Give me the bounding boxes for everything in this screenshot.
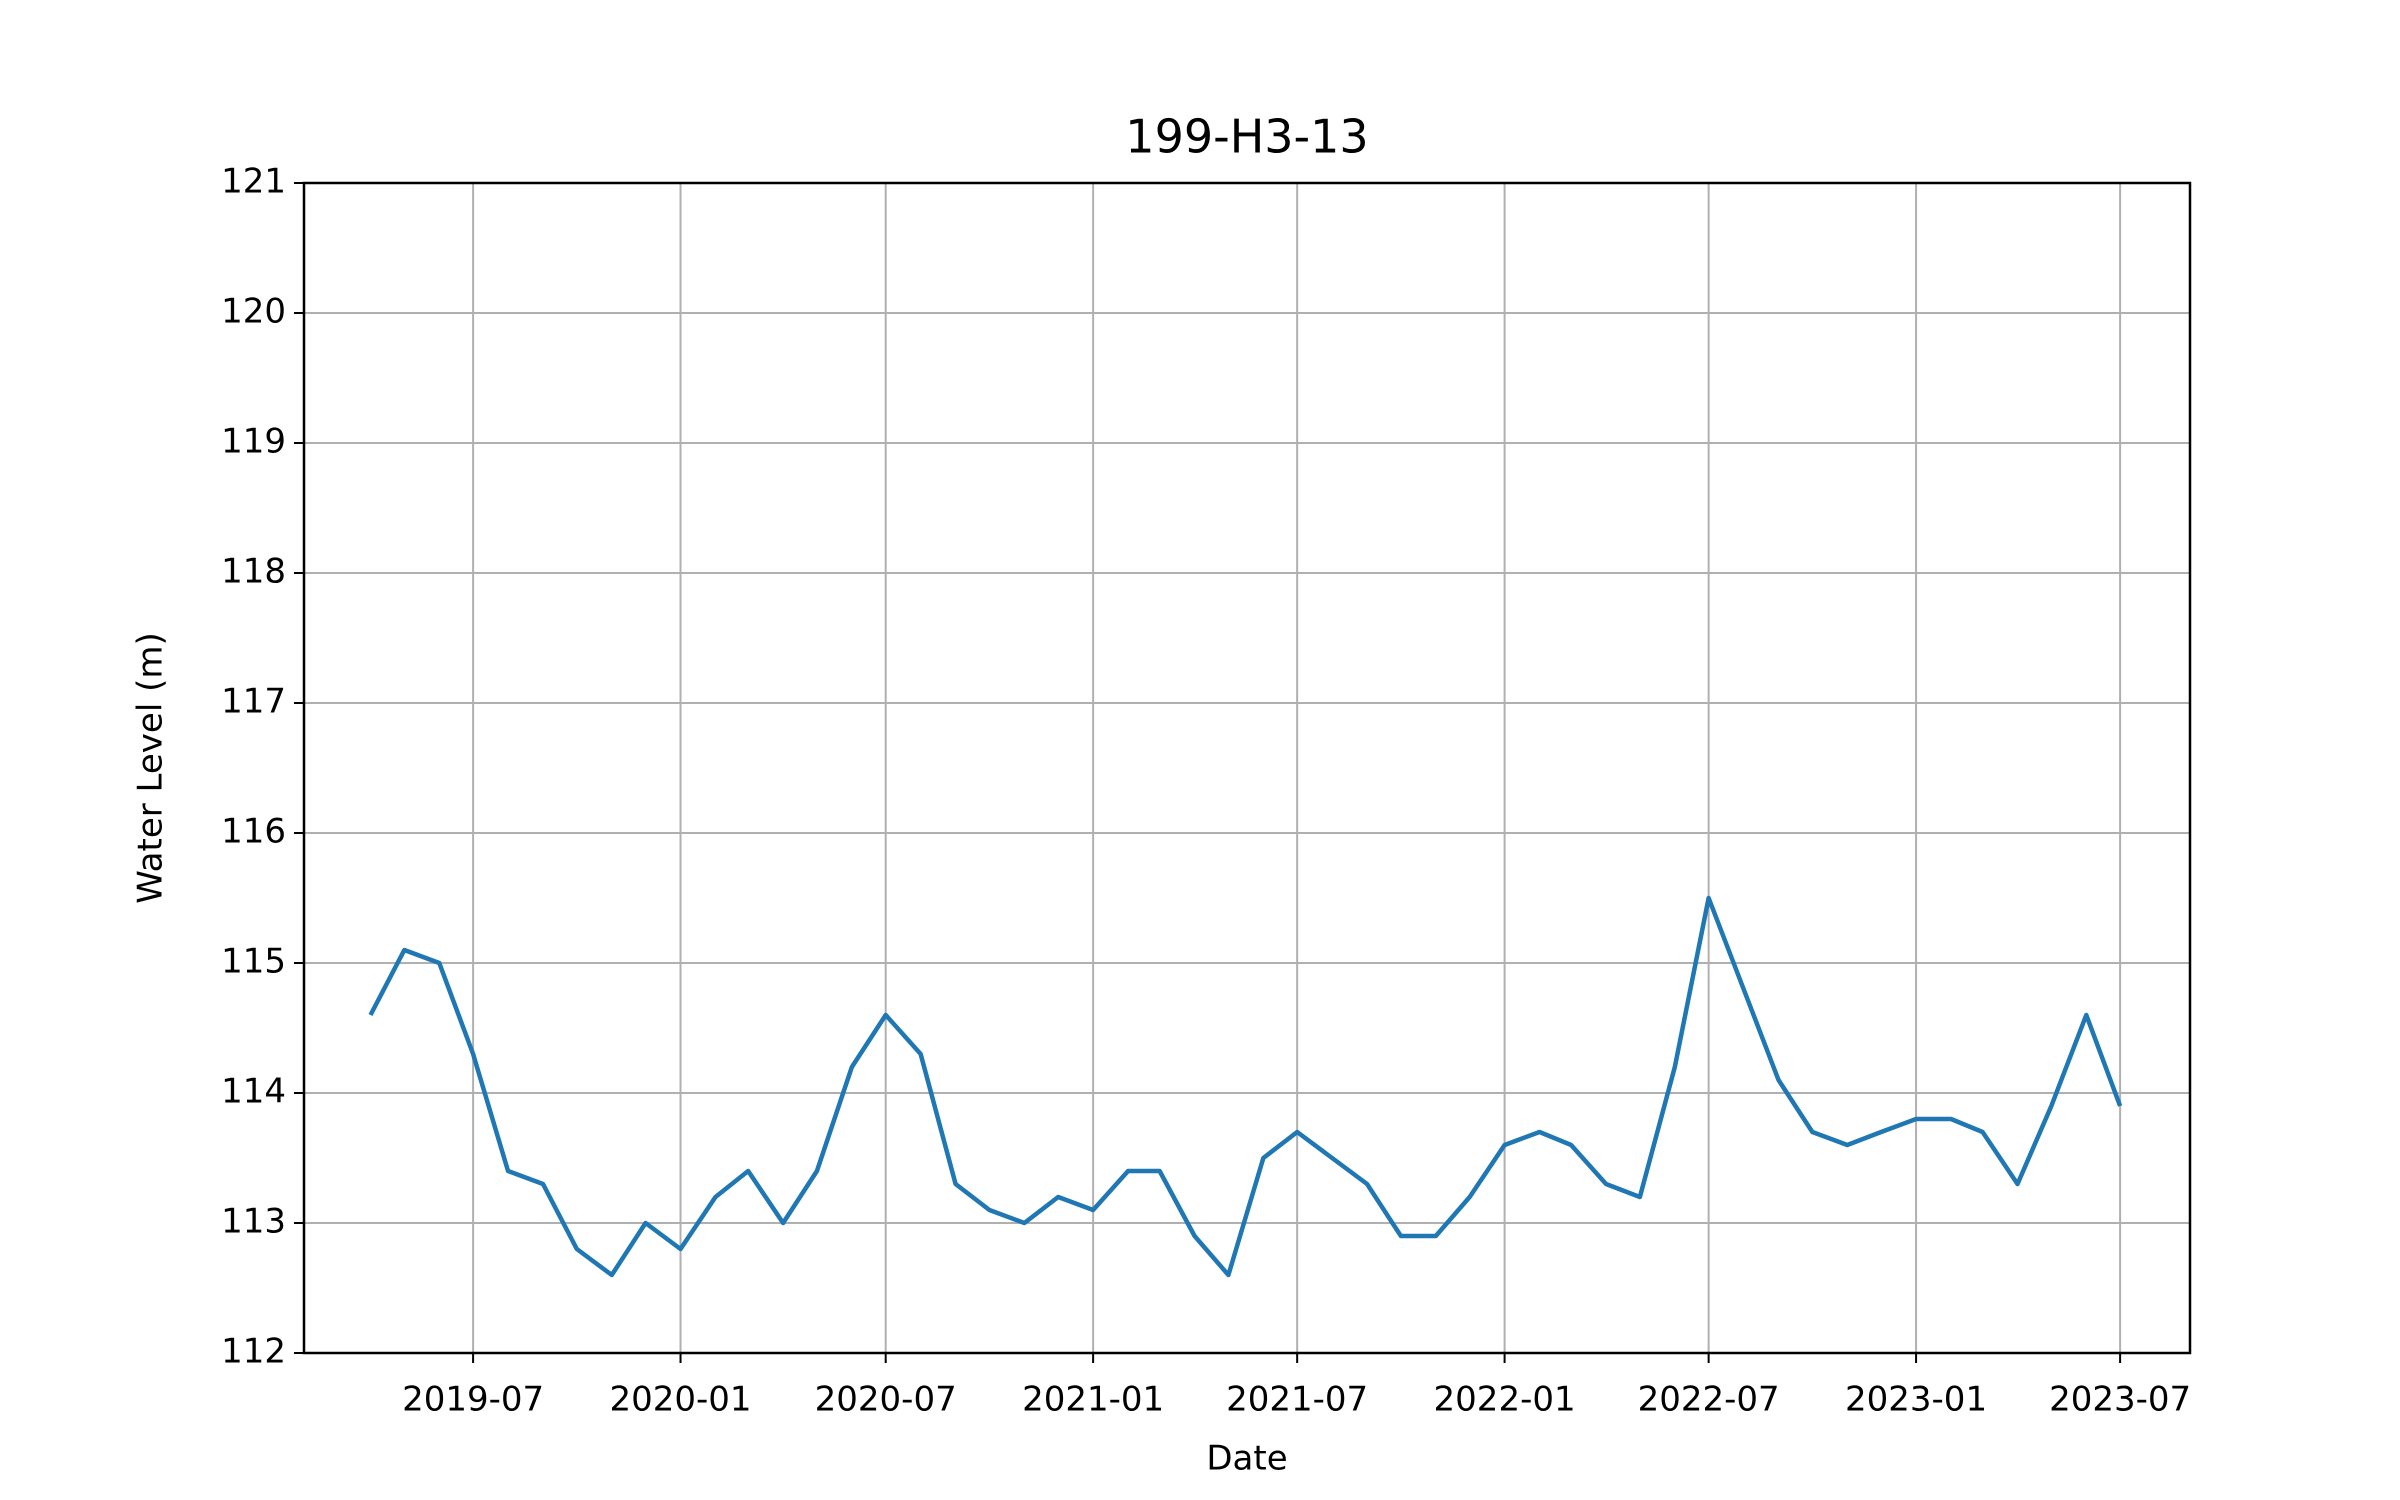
x-tick-label: 2020-07 bbox=[815, 1380, 957, 1420]
y-tick-label: 117 bbox=[221, 682, 286, 722]
y-tick-label: 113 bbox=[221, 1202, 286, 1242]
y-tick-label: 116 bbox=[221, 812, 286, 852]
y-tick-label: 121 bbox=[221, 162, 286, 202]
y-tick-label: 118 bbox=[221, 552, 286, 592]
y-tick-label: 115 bbox=[221, 942, 286, 982]
x-tick-label: 2023-07 bbox=[2049, 1380, 2191, 1420]
y-axis-label: Water Level (m) bbox=[131, 632, 171, 904]
x-tick-label: 2021-07 bbox=[1226, 1380, 1368, 1420]
chart-title: 199-H3-13 bbox=[1125, 110, 1368, 164]
plot-frame bbox=[302, 181, 2192, 1355]
y-tick-label: 120 bbox=[221, 292, 286, 332]
y-tick-label: 112 bbox=[221, 1332, 286, 1372]
x-tick-label: 2020-01 bbox=[609, 1380, 751, 1420]
x-tick-label: 2021-01 bbox=[1022, 1380, 1164, 1420]
y-tick-label: 119 bbox=[221, 422, 286, 462]
x-tick-label: 2022-07 bbox=[1638, 1380, 1780, 1420]
x-tick-label: 2022-01 bbox=[1434, 1380, 1576, 1420]
data-line bbox=[368, 895, 2123, 1278]
x-axis-label: Date bbox=[1206, 1439, 1287, 1479]
x-tick-label: 2019-07 bbox=[402, 1380, 544, 1420]
x-tick-label: 2023-01 bbox=[1845, 1380, 1987, 1420]
y-tick-label: 114 bbox=[221, 1072, 286, 1112]
